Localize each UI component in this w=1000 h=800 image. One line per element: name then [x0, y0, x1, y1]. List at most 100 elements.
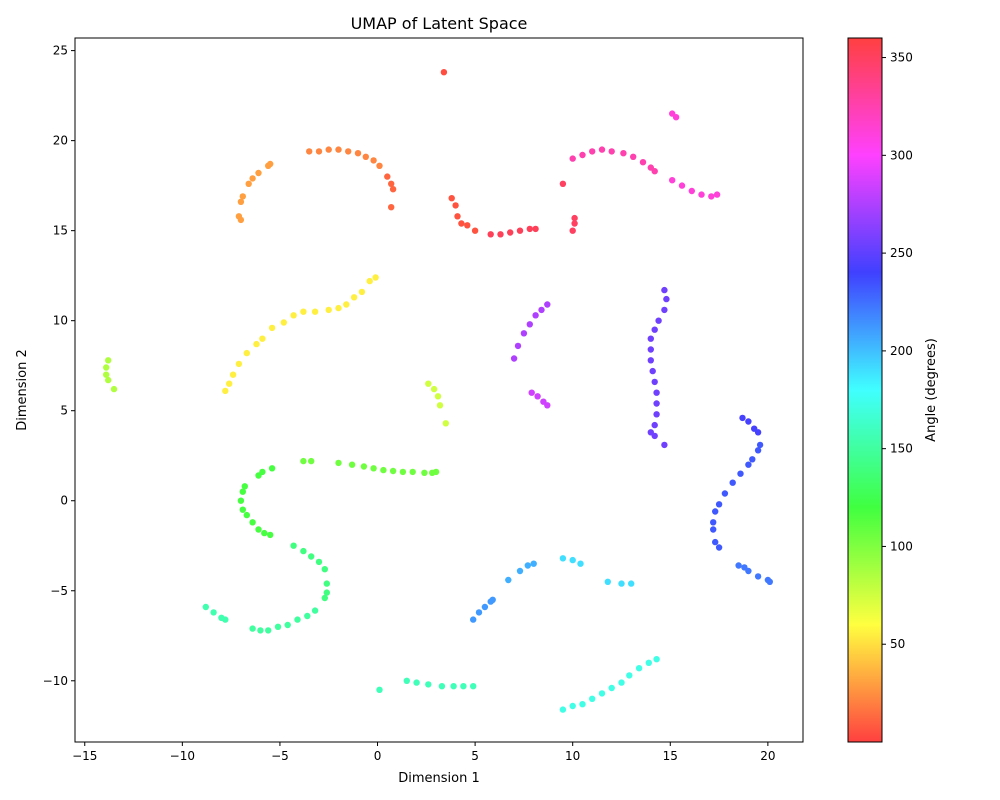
data-point [105, 357, 112, 364]
data-point [202, 603, 209, 611]
data-point [440, 69, 448, 76]
data-point [532, 312, 539, 319]
data-point [651, 421, 658, 429]
data-point [669, 177, 676, 184]
data-point [710, 519, 717, 526]
data-point [766, 578, 773, 585]
x-tick-label: 10 [565, 749, 580, 763]
data-point [249, 175, 256, 182]
data-point [661, 306, 668, 314]
data-point [628, 580, 635, 587]
data-point [237, 497, 245, 504]
data-point [389, 186, 397, 193]
data-point [579, 701, 586, 708]
data-point [261, 529, 268, 537]
data-point [569, 556, 576, 564]
data-point [389, 467, 397, 475]
data-point [268, 324, 276, 332]
colorbar-tick-label: 350 [890, 51, 913, 65]
data-point [110, 385, 118, 393]
data-point [345, 148, 352, 155]
axes-frame [74, 37, 804, 743]
data-point [715, 501, 723, 508]
x-axis-label: Dimension 1 [398, 771, 480, 786]
data-point [712, 538, 719, 546]
data-point [300, 308, 307, 315]
data-point [284, 621, 291, 629]
data-point [647, 335, 654, 342]
y-tick-label: −10 [43, 674, 68, 688]
data-point [651, 168, 658, 175]
data-point [210, 609, 217, 616]
data-point [267, 531, 274, 539]
data-point [323, 580, 330, 587]
data-point [739, 414, 746, 422]
data-point [745, 567, 752, 575]
data-point [672, 114, 680, 121]
colorbar: 50 100 150 200 250 300 350 Angle (degrees) [847, 37, 939, 743]
data-point [430, 385, 438, 393]
data-point [409, 468, 416, 476]
data-point [335, 459, 342, 467]
data-point [754, 573, 762, 580]
data-point [655, 317, 662, 324]
data-point [653, 389, 660, 396]
data-point [255, 472, 262, 479]
data-point [489, 596, 496, 603]
data-point [526, 321, 533, 328]
data-point [290, 312, 297, 319]
data-point [421, 469, 428, 476]
data-point [354, 150, 362, 157]
y-tick-label: 25 [53, 44, 68, 58]
data-point [569, 227, 576, 234]
data-point [735, 562, 742, 569]
data-point [645, 659, 652, 666]
data-point [598, 690, 606, 697]
data-point [308, 457, 315, 465]
data-point [708, 193, 715, 200]
data-point [432, 468, 440, 476]
data-point [475, 609, 483, 616]
y-tick-label: 15 [53, 224, 68, 238]
colorbar-ticks: 50 100 150 200 250 300 350 [882, 51, 913, 651]
data-point [460, 683, 467, 690]
colorbar-tick-label: 50 [890, 637, 905, 651]
data-point [448, 195, 455, 202]
data-point [544, 301, 551, 308]
data-point [471, 227, 479, 234]
data-point [647, 357, 654, 364]
data-point [516, 227, 524, 234]
data-point [651, 326, 658, 333]
data-point [425, 380, 432, 387]
data-point [604, 578, 611, 585]
data-point [530, 560, 537, 567]
data-point [497, 231, 504, 238]
data-point [516, 567, 524, 575]
data-point [274, 623, 282, 630]
data-point [243, 511, 250, 519]
data-point [538, 306, 545, 314]
data-point [653, 411, 660, 418]
data-point [360, 463, 368, 470]
data-point [630, 153, 637, 160]
data-point [577, 560, 584, 567]
data-point [325, 146, 332, 153]
data-point [267, 160, 274, 168]
data-point [710, 526, 717, 533]
data-point [403, 677, 410, 684]
colorbar-label: Angle (degrees) [924, 338, 939, 442]
data-point [754, 429, 762, 436]
data-point [311, 308, 319, 315]
colorbar-tick-label: 200 [890, 344, 913, 358]
data-point [315, 148, 323, 155]
colorbar-tick-label: 100 [890, 539, 913, 553]
data-point [241, 483, 248, 490]
data-point [589, 148, 596, 155]
data-point [526, 225, 533, 233]
y-tick-label: −5 [50, 584, 68, 598]
data-point [304, 612, 311, 620]
x-tick-label: −15 [72, 749, 97, 763]
data-point [749, 456, 756, 463]
data-point [237, 198, 245, 205]
data-point [520, 330, 528, 337]
